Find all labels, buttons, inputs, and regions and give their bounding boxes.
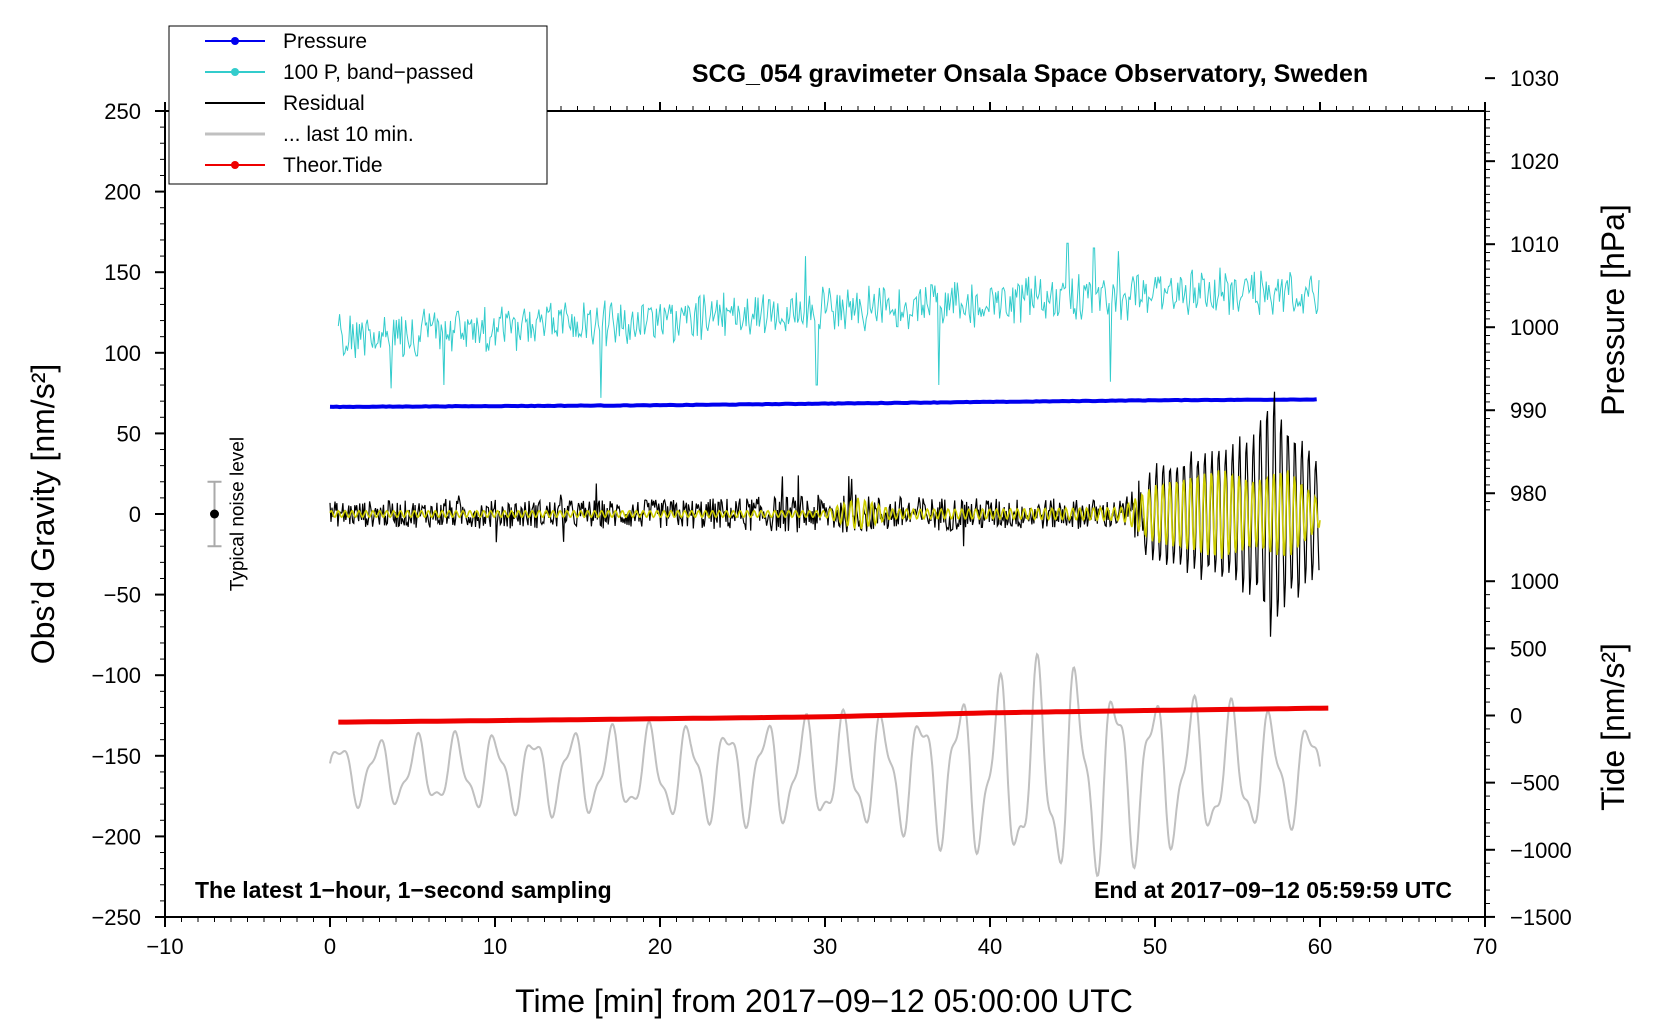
chart-title: SCG_054 gravimeter Onsala Space Observat… — [692, 60, 1368, 88]
pressure-tick-label: 1010 — [1510, 232, 1559, 257]
y-left-tick-label: 0 — [129, 502, 141, 527]
x-tick-label: 50 — [1143, 934, 1167, 959]
x-tick-label: 70 — [1473, 934, 1497, 959]
y-left-tick-label: −200 — [91, 824, 141, 849]
tide-tick-label: 0 — [1510, 704, 1522, 729]
y-left-tick-label: −150 — [91, 744, 141, 769]
tide-tick-label: −1500 — [1510, 905, 1572, 930]
x-axis-ticks: −10 0 10 20 30 40 50 60 70 — [146, 102, 1497, 959]
legend-box — [168, 25, 548, 185]
legend-label: Theor.Tide — [283, 154, 383, 177]
legend-swatch-dot — [231, 68, 239, 76]
y-axis-tide-title: Tide [nm/s²] — [1595, 643, 1631, 811]
legend-label: Pressure — [283, 30, 367, 53]
y-axis-pressure-ticks: 1030 1020 1010 1000 990 980 — [1485, 66, 1559, 511]
noise-indicator: Typical noise level — [207, 437, 249, 591]
noise-label: Typical noise level — [228, 437, 249, 591]
noise-center-dot — [210, 509, 219, 519]
y-left-tick-label: 100 — [104, 341, 141, 366]
legend-label: Residual — [283, 92, 365, 115]
x-axis-title: Time [min] from 2017−09−12 05:00:00 UTC — [515, 983, 1133, 1019]
x-tick-label: 40 — [978, 934, 1002, 959]
y-left-tick-label: 200 — [104, 180, 141, 205]
y-axis-pressure-title: Pressure [hPa] — [1595, 204, 1631, 416]
series-last-10-min-line — [329, 652, 1321, 878]
tide-tick-label: 500 — [1510, 636, 1547, 661]
series-pressure-bandpassed-line — [337, 242, 1320, 398]
pressure-tick-label: 1020 — [1510, 149, 1559, 174]
y-left-tick-label: 150 — [104, 260, 141, 285]
legend-items: Pressure 100 P, band−passed Residual ... la… — [205, 30, 474, 177]
x-tick-label: 20 — [648, 934, 672, 959]
pressure-tick-label: 980 — [1510, 481, 1547, 506]
tide-tick-label: 1000 — [1510, 569, 1559, 594]
y-left-tick-label: 50 — [117, 421, 141, 446]
series-residual-filtered-line — [329, 470, 1321, 559]
y-left-tick-label: −100 — [91, 663, 141, 688]
pressure-tick-label: 1000 — [1510, 315, 1559, 340]
x-tick-label: 10 — [483, 934, 507, 959]
y-axis-left-title: Obs’d Gravity [nm/s²] — [25, 364, 61, 665]
legend-swatch-dot — [231, 161, 239, 169]
pressure-tick-label: 990 — [1510, 398, 1547, 423]
series-theoretical-tide-line — [338, 705, 1329, 725]
pressure-tick-label: 1030 — [1510, 66, 1559, 91]
legend: Pressure 100 P, band−passed Residual ... la… — [168, 25, 548, 185]
y-left-tick-label: −50 — [104, 583, 141, 608]
tide-tick-label: −1000 — [1510, 838, 1572, 863]
y-left-tick-label: −250 — [91, 905, 141, 930]
footer-right-annotation: End at 2017−09−12 05:59:59 UTC — [1094, 877, 1452, 903]
y-axis-left-ticks: 250 200 150 100 50 0 −50 −100 −150 −200 −250 — [91, 99, 165, 930]
legend-label: 100 P, band−passed — [283, 61, 474, 84]
y-left-tick-label: 250 — [104, 99, 141, 124]
y-axis-tide-ticks: 1000 500 0 −500 −1000 −1500 — [1485, 569, 1572, 930]
legend-swatch-dot — [231, 37, 239, 45]
footer-left-annotation: The latest 1−hour, 1−second sampling — [195, 877, 612, 903]
x-tick-label: 30 — [813, 934, 837, 959]
series-layer — [329, 242, 1329, 878]
tide-tick-label: −500 — [1510, 771, 1560, 796]
x-tick-label: −10 — [146, 934, 183, 959]
series-pressure-line — [329, 397, 1317, 410]
x-tick-label: 60 — [1308, 934, 1332, 959]
legend-label: ... last 10 min. — [283, 123, 414, 146]
x-tick-label: 0 — [324, 934, 336, 959]
